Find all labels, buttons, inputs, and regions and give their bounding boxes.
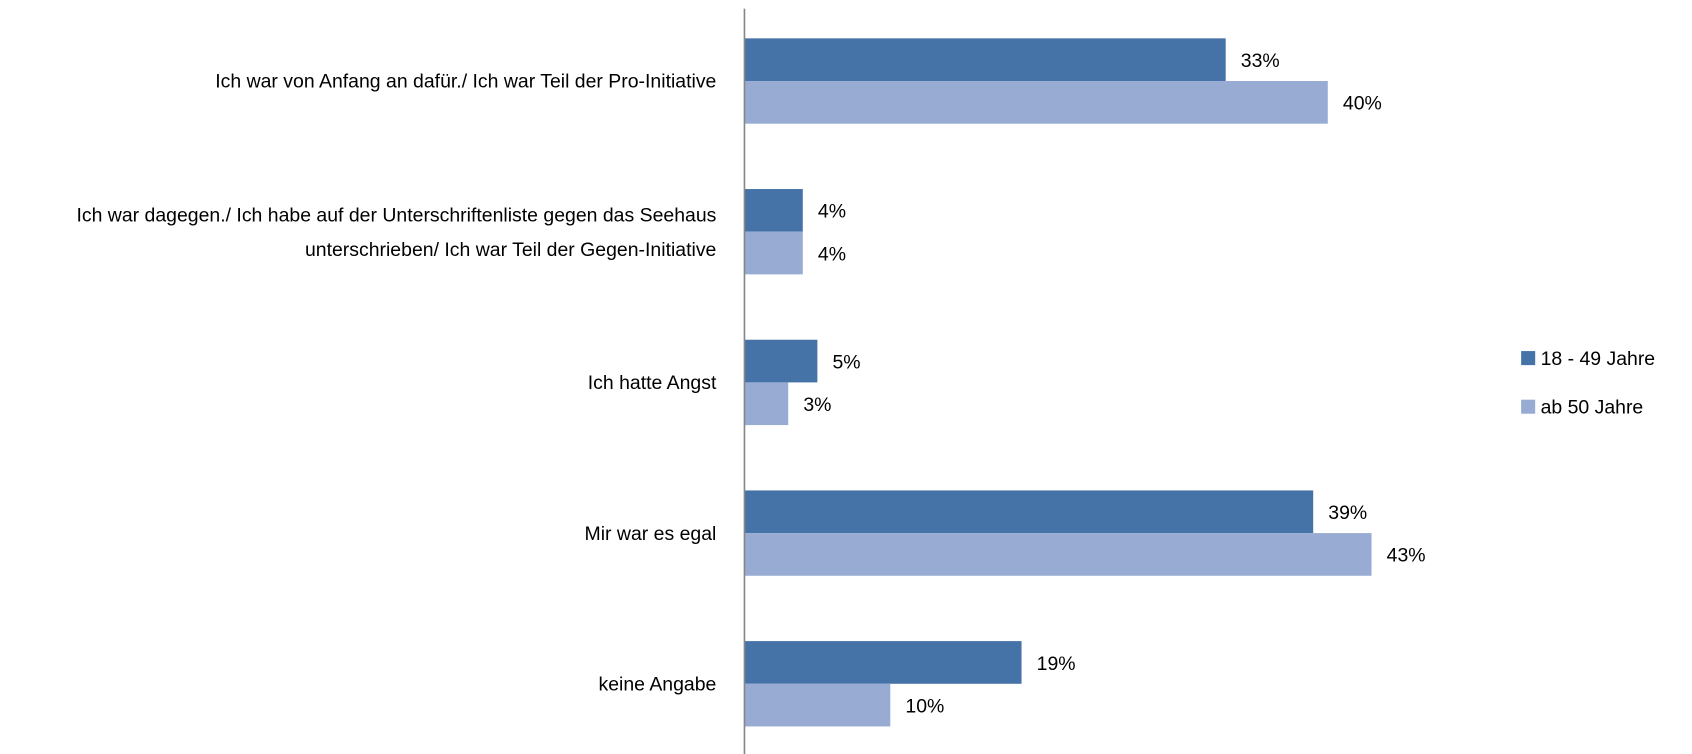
bar xyxy=(744,38,1226,82)
bar xyxy=(744,81,1328,124)
bar xyxy=(744,533,1372,576)
legend-swatch xyxy=(1521,351,1536,366)
category-label-box: Ich war dagegen./ Ich habe auf der Unter… xyxy=(76,203,717,260)
bar xyxy=(744,189,803,232)
category-label: Mir war es egal xyxy=(584,522,717,544)
bar xyxy=(744,683,891,727)
legend-swatch xyxy=(1521,399,1536,414)
value-label: 3% xyxy=(803,394,831,416)
legend-label: ab 50 Jahre xyxy=(1541,396,1644,418)
value-label: 33% xyxy=(1241,50,1280,72)
bar xyxy=(744,382,789,426)
bar xyxy=(744,641,1022,684)
value-label: 19% xyxy=(1037,653,1076,675)
category-label-box: Ich hatte Angst xyxy=(587,371,717,394)
category-label-box: keine Angabe xyxy=(598,672,717,695)
category-label: keine Angabe xyxy=(598,672,717,695)
value-label: 4% xyxy=(818,243,846,265)
value-label: 4% xyxy=(818,201,846,223)
bar xyxy=(744,339,818,383)
category-label: Ich war dagegen./ Ich habe auf der Unter… xyxy=(76,203,717,260)
category-label: Ich war von Anfang an dafür./ Ich war Te… xyxy=(215,70,717,92)
bar xyxy=(744,490,1314,534)
value-label: 10% xyxy=(905,695,944,717)
value-label: 5% xyxy=(832,351,860,373)
category-label-box: Mir war es egal xyxy=(584,522,717,544)
value-label: 40% xyxy=(1343,93,1382,115)
category-label-box: Ich war von Anfang an dafür./ Ich war Te… xyxy=(215,70,717,92)
category-label: Ich hatte Angst xyxy=(587,371,717,394)
bar xyxy=(744,231,803,275)
value-label: 39% xyxy=(1328,502,1367,524)
legend-label: 18 - 49 Jahre xyxy=(1541,348,1656,370)
value-label: 43% xyxy=(1387,545,1426,567)
